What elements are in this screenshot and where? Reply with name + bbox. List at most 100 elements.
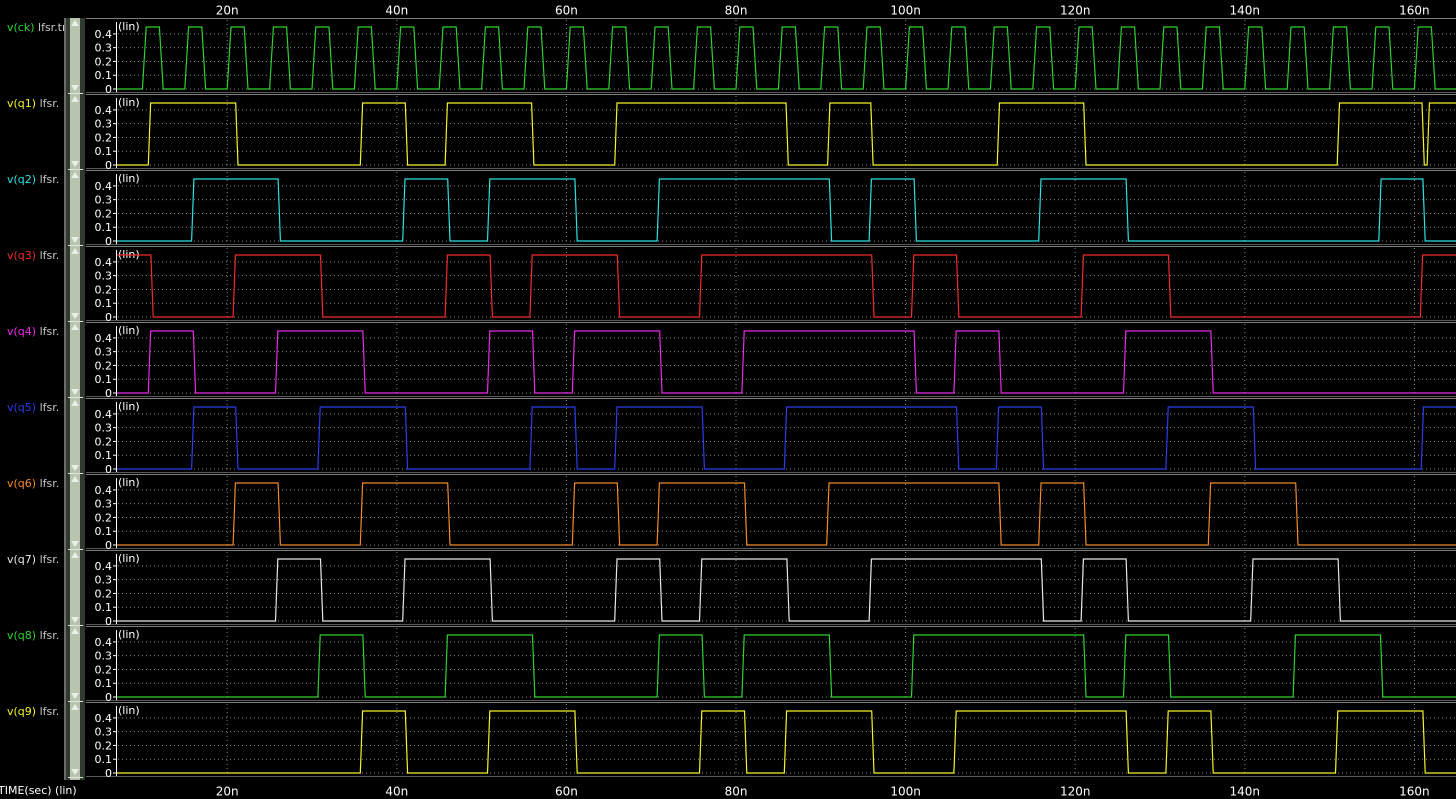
bottom-x-tick-label: 20n	[216, 785, 239, 799]
scroll-up-icon[interactable]	[71, 704, 79, 710]
row-divider-mark	[68, 245, 83, 246]
signal-file-text: lfsr.	[36, 173, 60, 186]
scroll-down-icon[interactable]	[71, 465, 79, 471]
scroll-down-icon[interactable]	[71, 693, 79, 699]
top-x-tick-label: 60n	[555, 4, 578, 18]
top-x-tick-label: 40n	[385, 4, 408, 18]
bottom-x-tick-label: 40n	[385, 785, 408, 799]
signal-name-text: v(q9)	[7, 705, 37, 718]
scroll-up-icon[interactable]	[71, 476, 79, 482]
waveform-vq4	[117, 330, 1456, 394]
scroll-down-icon[interactable]	[71, 541, 79, 547]
waveform-vq6	[117, 482, 1456, 546]
waveform-vq8	[117, 634, 1456, 698]
y-tick-label: 0.2	[95, 55, 113, 68]
top-x-tick-label: 20n	[216, 4, 239, 18]
y-tick-label: 0.2	[95, 131, 113, 144]
row-divider-mark	[68, 321, 83, 322]
scroll-up-icon[interactable]	[71, 324, 79, 330]
top-x-tick-label: 100n	[890, 4, 921, 18]
waveform-vck	[117, 26, 1456, 90]
y-tick-label: 0.2	[95, 207, 113, 220]
signal-label[interactable]: v(q1) lfsr.	[7, 97, 65, 110]
scroll-up-icon[interactable]	[71, 552, 79, 558]
scroll-up-icon[interactable]	[71, 248, 79, 254]
bottom-x-tick-label: 140n	[1230, 785, 1261, 799]
bottom-x-tick-label: 80n	[725, 785, 748, 799]
y-tick-label: 0.2	[95, 359, 113, 372]
signal-file-text: lfsr.	[36, 629, 60, 642]
y-tick-label: 0.2	[95, 435, 113, 448]
y-tick-label: 0.2	[95, 739, 113, 752]
signal-name-text: v(q3)	[7, 249, 37, 262]
y-tick-label: 0	[105, 615, 112, 628]
signal-name-text: v(q7)	[7, 553, 37, 566]
y-tick-label: 0.4	[95, 256, 113, 269]
waveform-vq2	[117, 178, 1456, 242]
signal-label[interactable]: v(q2) lfsr.	[7, 173, 65, 186]
scroll-down-icon[interactable]	[71, 85, 79, 91]
y-tick-label: 0.3	[95, 118, 113, 131]
scroll-down-icon[interactable]	[71, 313, 79, 319]
waveform-vq5	[117, 406, 1456, 470]
scroll-up-icon[interactable]	[71, 20, 79, 26]
y-tick-label: 0	[105, 387, 112, 400]
signal-label[interactable]: v(q5) lfsr.	[7, 401, 65, 414]
signal-file-text: lfsr.tr	[34, 21, 65, 34]
row-divider-mark	[68, 473, 83, 474]
top-x-tick-label: 140n	[1230, 4, 1261, 18]
y-tick-label: 0	[105, 463, 112, 476]
scale-label: (lin)	[118, 628, 140, 641]
scroll-up-icon[interactable]	[71, 400, 79, 406]
scroll-down-icon[interactable]	[71, 769, 79, 775]
signal-label[interactable]: v(q9) lfsr.	[7, 705, 65, 718]
y-tick-label: 0	[105, 83, 112, 96]
signal-file-text: lfsr.	[36, 249, 60, 262]
scale-label: (lin)	[118, 552, 140, 565]
signal-name-text: v(q8)	[7, 629, 37, 642]
y-tick-label: 0.4	[95, 332, 113, 345]
signal-label[interactable]: v(q6) lfsr.	[7, 477, 65, 490]
scroll-up-icon[interactable]	[71, 628, 79, 634]
signal-label[interactable]: v(q4) lfsr.	[7, 325, 65, 338]
y-tick-label: 0.2	[95, 587, 113, 600]
y-tick-label: 0.4	[95, 484, 113, 497]
signal-file-text: lfsr.	[36, 401, 60, 414]
y-tick-label: 0	[105, 539, 112, 552]
signal-row-vq4: 00.10.20.30.4 (lin)	[86, 322, 1456, 400]
signal-label[interactable]: v(ck) lfsr.tr	[7, 21, 65, 34]
signal-name-text: v(q6)	[7, 477, 37, 490]
scale-label: (lin)	[118, 476, 140, 489]
y-tick-label: 0.1	[95, 297, 113, 310]
y-tick-label: 0.2	[95, 511, 113, 524]
y-tick-label: 0.3	[95, 194, 113, 207]
y-tick-label: 0.3	[95, 650, 113, 663]
signal-label[interactable]: v(q3) lfsr.	[7, 249, 65, 262]
signal-file-text: lfsr.	[36, 553, 60, 566]
bottom-x-tick-label: 120n	[1060, 785, 1091, 799]
top-x-tick-label: 80n	[725, 4, 748, 18]
y-tick-label: 0.3	[95, 574, 113, 587]
scroll-down-icon[interactable]	[71, 617, 79, 623]
y-tick-label: 0	[105, 311, 112, 324]
signal-row-vq5: 00.10.20.30.4 (lin)	[86, 398, 1456, 476]
scroll-down-icon[interactable]	[71, 389, 79, 395]
y-tick-label: 0	[105, 159, 112, 172]
signal-file-text: lfsr.	[36, 477, 60, 490]
waveform-vq3	[117, 254, 1456, 318]
x-axis-label: TIME(sec) (lin)	[0, 784, 77, 797]
scroll-down-icon[interactable]	[71, 161, 79, 167]
scale-label: (lin)	[118, 20, 140, 33]
scroll-up-icon[interactable]	[71, 172, 79, 178]
scroll-up-icon[interactable]	[71, 96, 79, 102]
signal-row-vq3: 00.10.20.30.4(lin)	[86, 246, 1456, 324]
signal-label[interactable]: v(q7) lfsr.	[7, 553, 65, 566]
bottom-x-tick-label: 160n	[1399, 785, 1430, 799]
y-tick-label: 0.1	[95, 753, 113, 766]
signal-label[interactable]: v(q8) lfsr.	[7, 629, 65, 642]
scroll-down-icon[interactable]	[71, 237, 79, 243]
scrollbar-thumb[interactable]	[70, 18, 80, 780]
signal-name-panel: v(ck) lfsr.tr v(q1) lfsr. v(q2) lfsr. v(q3)…	[0, 18, 66, 780]
